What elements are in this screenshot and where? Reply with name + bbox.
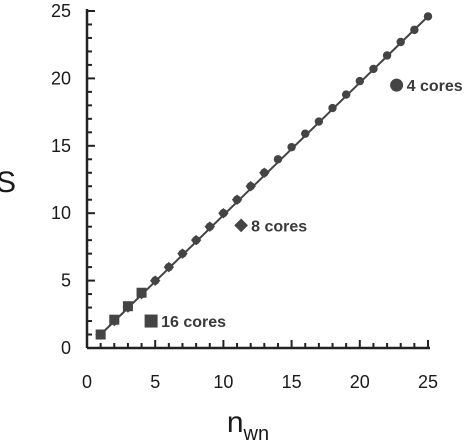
data-marks	[95, 12, 433, 340]
annotation-diamond-marker	[234, 218, 249, 233]
circle-point	[273, 155, 283, 164]
circle-point	[341, 90, 351, 99]
diamond-point	[149, 275, 161, 286]
x-tick-label: 25	[418, 372, 438, 392]
diamond-point	[204, 221, 216, 232]
diamond-point	[231, 194, 243, 205]
axes: 0 5 10 15 20 25 0 5 10 15 20 25	[51, 1, 438, 392]
annotation-circle-marker	[390, 78, 404, 92]
circle-point	[423, 12, 433, 21]
square-point	[122, 301, 133, 312]
diamond-point	[190, 234, 202, 246]
x-tick-label: 10	[213, 372, 233, 392]
x-tick-label: 20	[350, 372, 370, 392]
circle-point	[301, 129, 310, 138]
annotation-label: 8 cores	[251, 218, 307, 235]
square-point	[136, 287, 147, 298]
y-axis-title: S	[0, 166, 16, 199]
circle-point	[410, 25, 419, 35]
x-tick-label: 15	[282, 372, 302, 392]
diamond-point	[163, 261, 175, 273]
annotations: 4 cores 8 cores 16 cores	[144, 78, 463, 331]
circle-point	[382, 51, 392, 60]
square-point	[109, 314, 120, 325]
diamond-point	[177, 248, 188, 259]
y-tick-label: 0	[61, 338, 71, 358]
circle-point	[396, 37, 405, 47]
diamond-point	[259, 167, 270, 179]
annotation-square-marker	[144, 314, 158, 328]
circle-point	[355, 76, 364, 86]
diamond-point	[218, 207, 229, 219]
circle-point	[369, 64, 378, 74]
circle-point	[328, 103, 337, 113]
y-tick-label: 15	[51, 136, 71, 156]
x-axis-title-subscript: wn	[243, 423, 270, 444]
square-point	[95, 329, 106, 340]
circle-point	[314, 117, 324, 126]
series-16-cores	[95, 287, 147, 340]
diamond-point	[245, 180, 256, 192]
x-axis-title: nwn	[227, 406, 269, 444]
y-tick-label: 5	[61, 271, 71, 291]
annotation-label: 4 cores	[407, 78, 463, 95]
annotation-label: 16 cores	[161, 314, 226, 331]
y-tick-label: 25	[51, 1, 71, 21]
y-tick-label: 20	[51, 68, 71, 88]
circle-point	[287, 142, 296, 152]
x-axis-title-main: n	[227, 406, 244, 439]
x-tick-label: 5	[150, 372, 160, 392]
y-tick-label: 10	[51, 203, 71, 223]
x-tick-label: 0	[82, 372, 92, 392]
